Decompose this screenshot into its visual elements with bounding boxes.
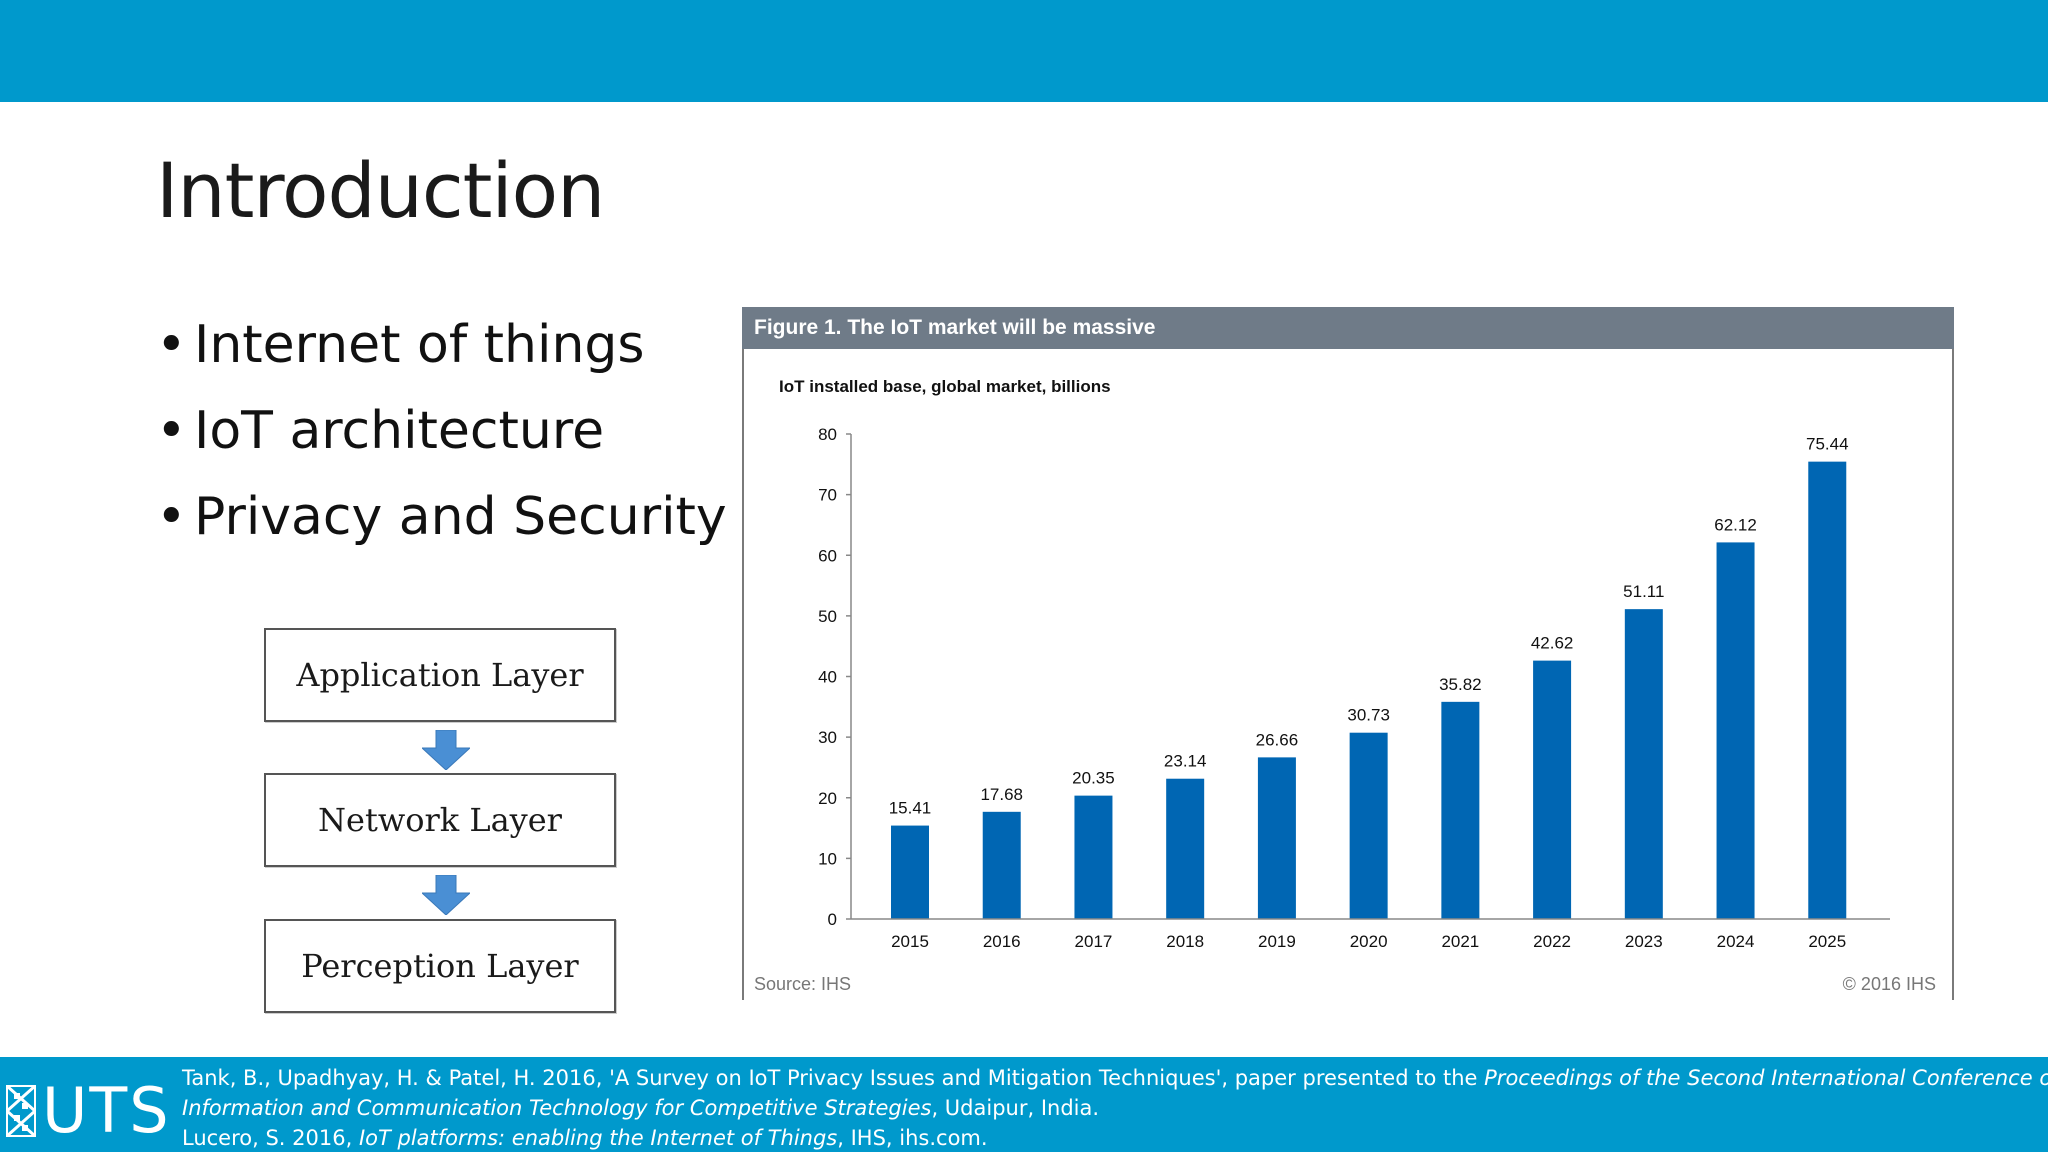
perception-layer-box: Perception Layer bbox=[264, 919, 616, 1013]
slide-title: Introduction bbox=[156, 146, 605, 235]
footer-banner bbox=[0, 1057, 2048, 1152]
x-tick-label: 2016 bbox=[983, 932, 1021, 951]
bar-2024 bbox=[1716, 542, 1755, 919]
bar-2023 bbox=[1624, 609, 1663, 919]
bar-2020 bbox=[1349, 732, 1388, 919]
bar-value-label: 26.66 bbox=[1256, 730, 1299, 749]
x-tick-label: 2020 bbox=[1350, 932, 1388, 951]
bar-value-label: 17.68 bbox=[980, 785, 1023, 804]
x-tick-label: 2015 bbox=[891, 932, 929, 951]
y-tick-label: 20 bbox=[818, 789, 837, 808]
y-tick-label: 30 bbox=[818, 728, 837, 747]
x-tick-label: 2019 bbox=[1258, 932, 1296, 951]
chart-title: IoT installed base, global market, billi… bbox=[779, 377, 1111, 396]
bullet-text: IoT architecture bbox=[194, 401, 605, 461]
application-layer-box: Application Layer bbox=[264, 628, 616, 722]
bullet-dot-icon: • bbox=[156, 401, 187, 461]
bar-2025 bbox=[1808, 461, 1847, 919]
bar-2021 bbox=[1441, 701, 1480, 919]
y-tick-label: 70 bbox=[818, 486, 837, 505]
uts-crest-icon bbox=[6, 1085, 36, 1137]
y-tick-label: 10 bbox=[818, 849, 837, 868]
bar-2019 bbox=[1257, 757, 1296, 919]
bar-chart: IoT installed base, global market, billi… bbox=[754, 377, 1936, 994]
logo-text: UTS bbox=[42, 1074, 171, 1147]
bar-value-label: 62.12 bbox=[1714, 515, 1757, 534]
bar-2018 bbox=[1166, 778, 1205, 919]
reference-line: Tank, B., Upadhyay, H. & Patel, H. 2016,… bbox=[182, 1063, 2048, 1093]
x-tick-label: 2025 bbox=[1808, 932, 1846, 951]
uts-logo: UTS bbox=[6, 1080, 171, 1142]
references: Tank, B., Upadhyay, H. & Patel, H. 2016,… bbox=[182, 1063, 2048, 1153]
y-tick-label: 80 bbox=[818, 425, 837, 444]
ref-text: Lucero, S. 2016, bbox=[182, 1126, 359, 1150]
bar-2015 bbox=[891, 825, 929, 919]
ref-italic: IoT platforms: enabling the Internet of … bbox=[358, 1126, 838, 1150]
y-tick-label: 60 bbox=[818, 546, 837, 565]
figure-header: Figure 1. The IoT market will be massive bbox=[742, 307, 1954, 349]
bar-2017 bbox=[1074, 795, 1113, 919]
ref-text: Tank, B., Upadhyay, H. & Patel, H. 2016,… bbox=[182, 1066, 1485, 1090]
reference-line: Information and Communication Technology… bbox=[182, 1093, 2042, 1123]
bullet-list: • Internet of things • IoT architecture • P… bbox=[156, 310, 727, 568]
bullet-item: • Internet of things bbox=[156, 310, 727, 396]
x-tick-label: 2023 bbox=[1625, 932, 1663, 951]
bar-value-label: 30.73 bbox=[1347, 706, 1390, 725]
bar-value-label: 15.41 bbox=[889, 799, 932, 818]
y-tick-label: 50 bbox=[818, 607, 837, 626]
x-tick-label: 2024 bbox=[1717, 932, 1755, 951]
bar-value-label: 23.14 bbox=[1164, 752, 1207, 771]
bullet-dot-icon: • bbox=[156, 487, 187, 547]
bullet-text: Privacy and Security bbox=[194, 487, 727, 547]
bullet-item: • IoT architecture bbox=[156, 396, 727, 482]
x-tick-label: 2022 bbox=[1533, 932, 1571, 951]
figure-source: Source: IHS bbox=[754, 974, 851, 994]
ref-text: , IHS, ihs.com. bbox=[837, 1126, 988, 1150]
bullet-text: Internet of things bbox=[194, 315, 645, 375]
bar-value-label: 51.11 bbox=[1623, 582, 1664, 601]
ref-text: , Udaipur, India. bbox=[931, 1096, 1100, 1120]
down-arrow-icon bbox=[422, 875, 470, 915]
x-tick-label: 2018 bbox=[1166, 932, 1204, 951]
x-tick-label: 2021 bbox=[1441, 932, 1479, 951]
y-tick-label: 0 bbox=[828, 910, 837, 929]
bar-2016 bbox=[982, 811, 1021, 919]
figure-copyright: © 2016 IHS bbox=[1843, 974, 1936, 994]
reference-line: Lucero, S. 2016, IoT platforms: enabling… bbox=[182, 1123, 2042, 1153]
ref-italic: Information and Communication Technology… bbox=[182, 1096, 932, 1120]
bullet-dot-icon: • bbox=[156, 315, 187, 375]
bullet-item: • Privacy and Security bbox=[156, 482, 727, 568]
bar-value-label: 35.82 bbox=[1439, 675, 1482, 694]
down-arrow-icon bbox=[422, 730, 470, 770]
ref-italic: Proceedings of the Second International … bbox=[1484, 1066, 2048, 1090]
bar-2022 bbox=[1533, 660, 1572, 919]
x-tick-label: 2017 bbox=[1075, 932, 1113, 951]
y-tick-label: 40 bbox=[818, 668, 837, 687]
network-layer-box: Network Layer bbox=[264, 773, 616, 867]
top-banner bbox=[0, 0, 2048, 102]
bar-value-label: 20.35 bbox=[1072, 769, 1115, 788]
bar-value-label: 75.44 bbox=[1806, 435, 1849, 454]
bar-value-label: 42.62 bbox=[1531, 634, 1574, 653]
